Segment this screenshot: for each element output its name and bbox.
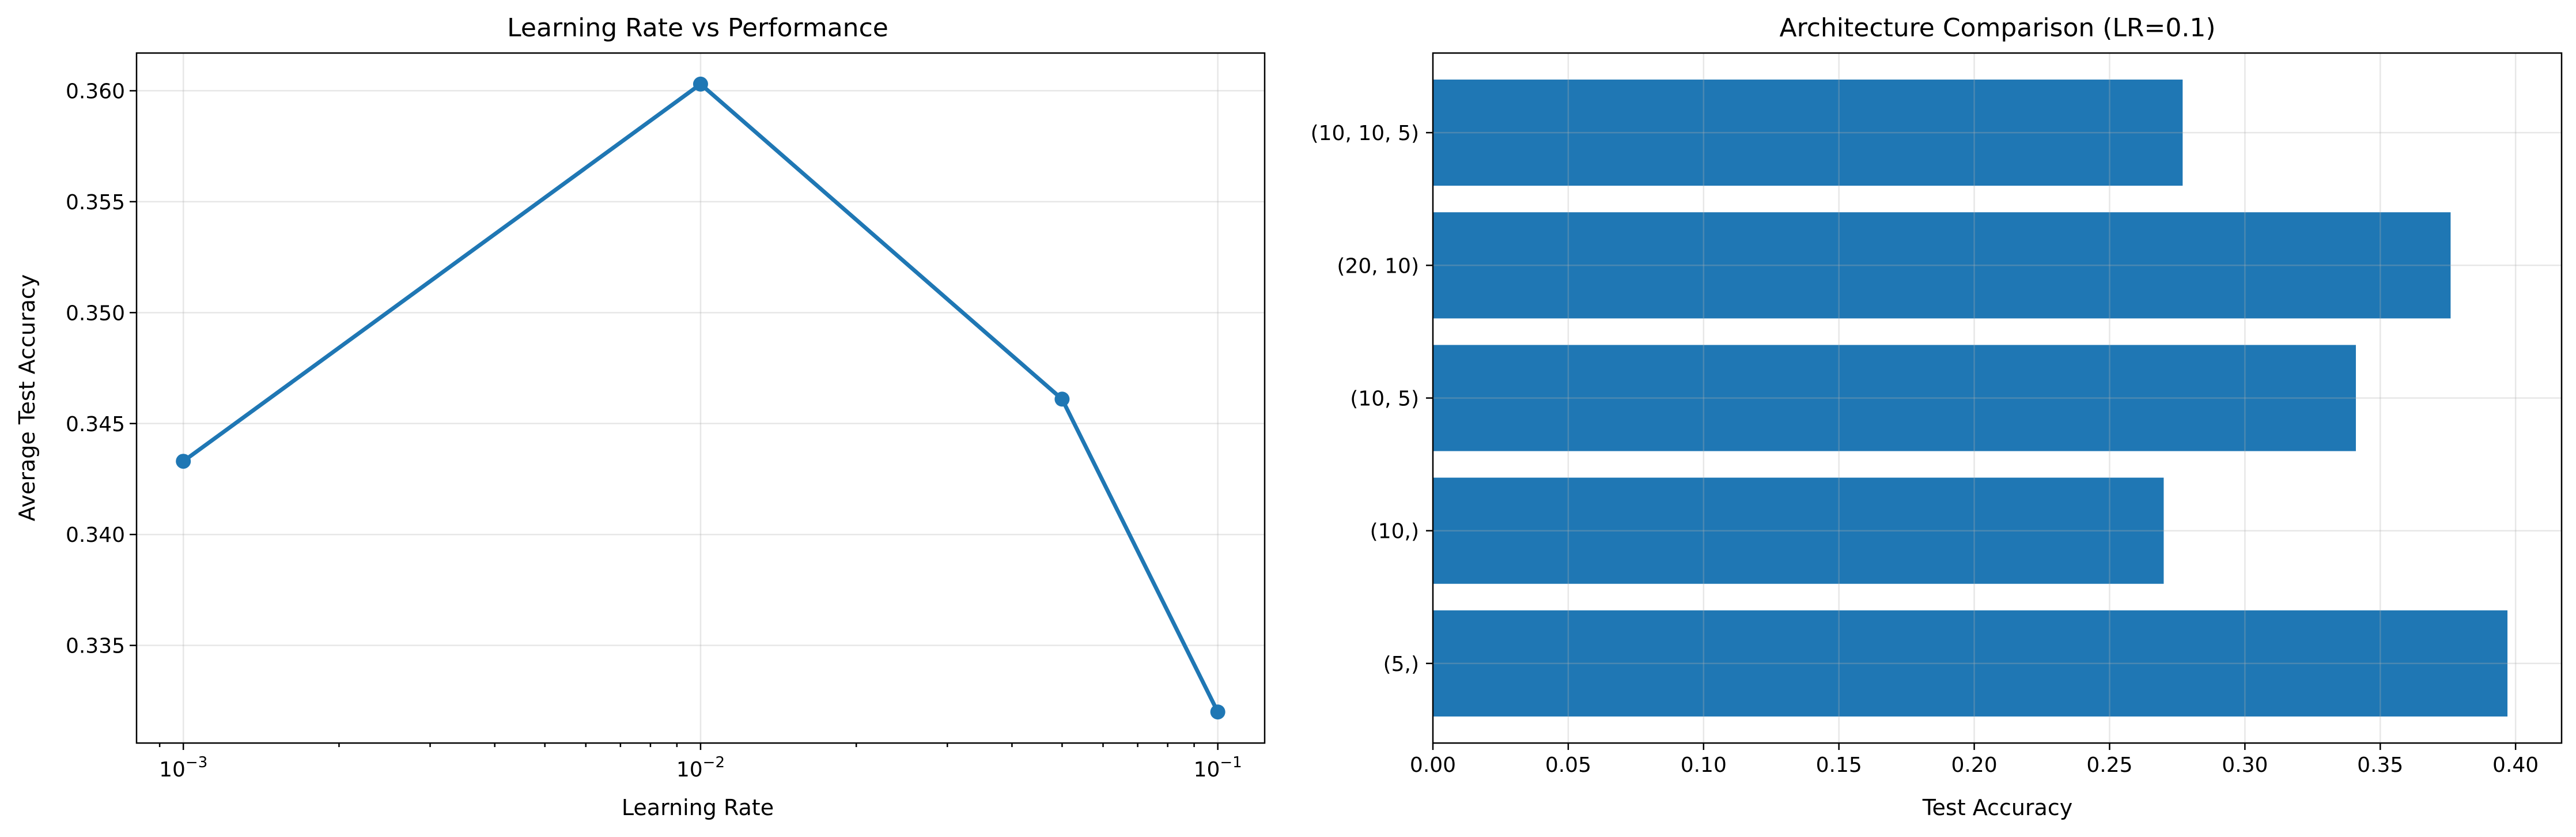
learning-rate-y-tick-label: 0.350 xyxy=(66,301,125,325)
architecture-category-label: (5,) xyxy=(1383,653,1419,676)
tick-exponent: −3 xyxy=(186,754,207,771)
architecture-x-axis-label: Test Accuracy xyxy=(1922,795,2072,820)
architecture-x-ticks: 0.00 0.05 0.10 0.15 0.20 0.25 0.30 0.35 0.40 xyxy=(1410,743,2539,777)
architecture-chart-title: Architecture Comparison (LR=0.1) xyxy=(1779,13,2215,43)
architecture-category-label: (10,) xyxy=(1370,520,1419,544)
architecture-chart: Architecture Comparison (LR=0.1) Test Ac… xyxy=(1311,13,2563,820)
learning-rate-x-tick-label: 10−2 xyxy=(676,754,725,782)
learning-rate-line xyxy=(182,82,1220,713)
architecture-category-label: (10, 10, 5) xyxy=(1311,122,1419,145)
architecture-x-tick-label: 0.25 xyxy=(2086,753,2132,777)
tick-exponent: −1 xyxy=(1220,754,1242,771)
learning-rate-point xyxy=(693,76,708,92)
learning-rate-x-axis-label: Learning Rate xyxy=(622,795,774,820)
learning-rate-point xyxy=(1210,704,1225,720)
architecture-x-tick-label: 0.05 xyxy=(1545,753,1591,777)
learning-rate-x-tick-label: 10−3 xyxy=(159,754,207,782)
architecture-x-tick-label: 0.35 xyxy=(2357,753,2403,777)
architecture-x-tick-label: 0.30 xyxy=(2222,753,2268,777)
learning-rate-point xyxy=(176,454,191,469)
learning-rate-y-ticks: 0.335 0.340 0.345 0.350 0.355 0.360 xyxy=(66,80,137,658)
learning-rate-chart: Learning Rate vs Performance Learning Ra… xyxy=(14,13,1266,820)
learning-rate-y-tick-label: 0.360 xyxy=(66,80,125,103)
architecture-bar xyxy=(1433,477,2164,584)
learning-rate-chart-title: Learning Rate vs Performance xyxy=(507,13,888,43)
architecture-x-tick-label: 0.40 xyxy=(2492,753,2539,777)
architecture-category-label: (10, 5) xyxy=(1350,387,1419,411)
architecture-bar xyxy=(1433,80,2183,186)
learning-rate-y-axis-label: Average Test Accuracy xyxy=(14,274,40,522)
architecture-bar xyxy=(1433,345,2356,451)
architecture-category-label: (20, 10) xyxy=(1337,254,1419,278)
learning-rate-y-tick-label: 0.345 xyxy=(66,413,125,436)
architecture-x-tick-label: 0.10 xyxy=(1681,753,1727,777)
learning-rate-y-tick-label: 0.340 xyxy=(66,523,125,547)
tick-base: 10 xyxy=(1194,758,1220,782)
learning-rate-x-tick-label: 10−1 xyxy=(1194,754,1242,782)
tick-base: 10 xyxy=(159,758,186,782)
learning-rate-axes-frame xyxy=(135,52,1266,744)
architecture-x-tick-label: 0.00 xyxy=(1410,753,1456,777)
learning-rate-series xyxy=(176,76,1225,720)
learning-rate-grid xyxy=(137,53,1265,743)
tick-base: 10 xyxy=(676,758,703,782)
architecture-x-tick-label: 0.20 xyxy=(1951,753,1997,777)
architecture-bars xyxy=(1433,80,2508,717)
architecture-bar xyxy=(1433,610,2508,717)
learning-rate-point xyxy=(1054,391,1070,407)
architecture-axes-frame xyxy=(1432,52,2563,744)
learning-rate-y-tick-label: 0.355 xyxy=(66,191,125,214)
architecture-y-ticks: (5,) (10,) (10, 5) (20, 10) (10, 10, 5) xyxy=(1311,122,1433,676)
architecture-x-tick-label: 0.15 xyxy=(1816,753,1862,777)
tick-exponent: −2 xyxy=(703,754,725,771)
learning-rate-x-ticks: 10−3 10−2 10−1 xyxy=(158,743,1242,782)
architecture-grid xyxy=(1432,53,2562,743)
architecture-bar xyxy=(1433,212,2451,319)
learning-rate-y-tick-label: 0.335 xyxy=(66,635,125,658)
